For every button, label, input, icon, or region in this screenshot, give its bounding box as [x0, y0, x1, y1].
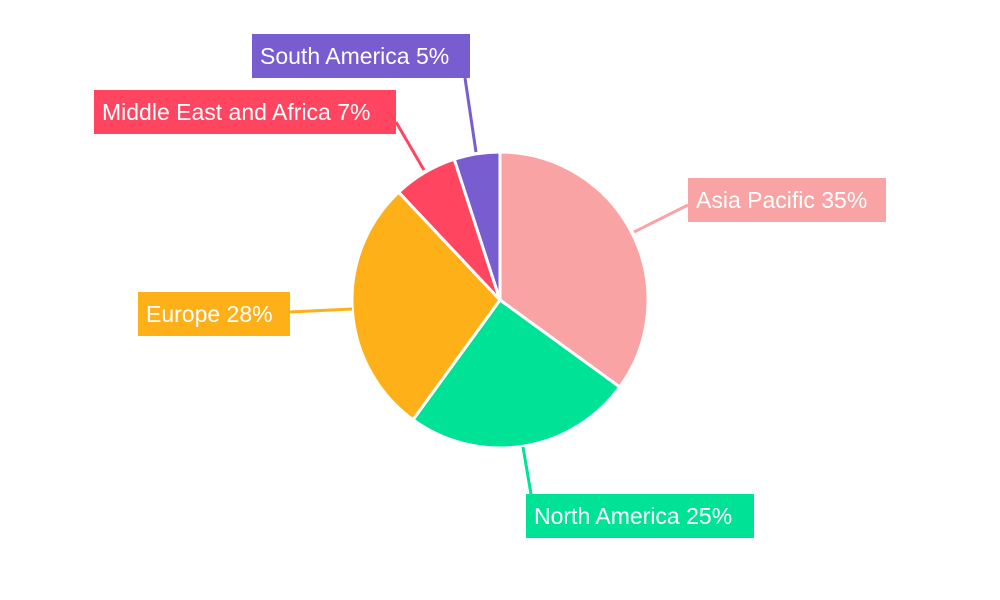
data-label: Europe 28% — [146, 301, 273, 327]
data-label-box — [138, 292, 290, 336]
data-label: Middle East and Africa 7% — [102, 99, 370, 125]
callout-line — [289, 307, 353, 314]
data-label: South America 5% — [260, 43, 449, 69]
data-label-box — [94, 90, 396, 134]
pie-slice-europe[interactable] — [350, 189, 502, 422]
data-label-box — [688, 178, 886, 222]
pie-slice-asia-pacific[interactable] — [498, 150, 650, 390]
data-label: North America 25% — [534, 503, 732, 529]
callout-line — [633, 203, 689, 234]
callout-line — [394, 121, 426, 171]
callout-line — [521, 446, 533, 495]
pie-slice-north-america[interactable] — [410, 297, 622, 450]
data-label: Asia Pacific 35% — [696, 187, 867, 213]
callout-line — [463, 77, 478, 153]
data-label-box — [252, 34, 470, 78]
data-label-box — [526, 494, 754, 538]
pie-slice-south-america[interactable] — [452, 150, 502, 301]
